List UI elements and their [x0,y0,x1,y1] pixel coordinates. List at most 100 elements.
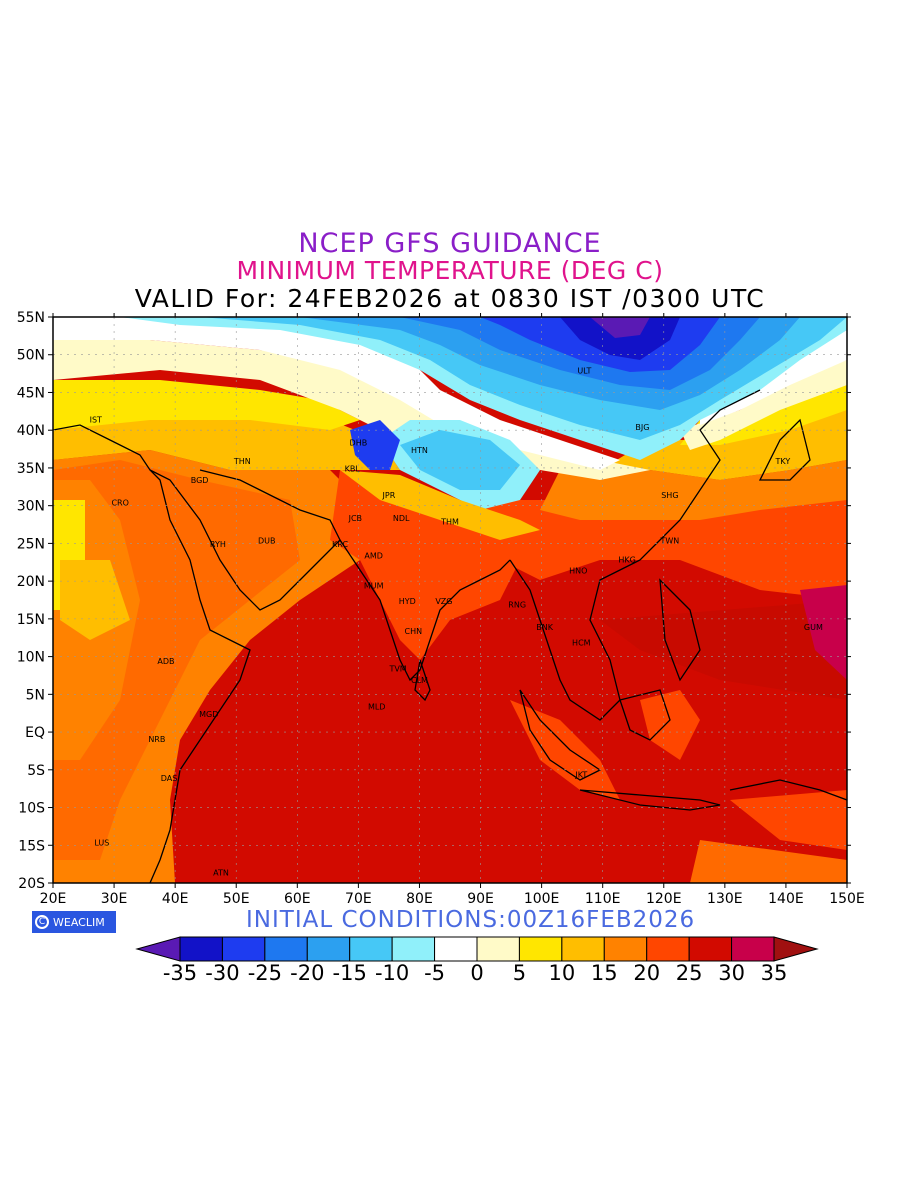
lat-label: 15N [17,612,45,628]
colorbar-box [434,936,478,962]
colorbar-label: 20 [633,961,660,985]
city-label: HNO [569,567,587,576]
city-label: TVM [388,665,406,674]
colorbar-label: -15 [333,961,367,985]
colorbar-label: -25 [248,961,282,985]
colorbar-label: 10 [548,961,575,985]
colorbar-box [688,936,733,962]
colorbar-high-arrow [773,936,819,962]
city-label: SHG [661,491,678,500]
axis-ticks [48,313,851,888]
lat-label: 50N [17,348,45,364]
valid-time: VALID For: 24FEB2026 at 0830 IST /0300 U… [134,284,766,313]
weaclim-logo: C WEACLIM [32,911,116,933]
city-label: CRO [111,499,128,508]
lat-label: 30N [17,499,45,515]
temperature-field [53,317,847,883]
lon-label: 70E [345,891,372,907]
city-label: MLD [368,702,386,711]
logo-symbol: C [35,915,49,929]
lat-label: 20N [17,574,45,590]
lat-label: 10N [17,650,45,666]
lon-label: 100E [524,891,560,907]
colorbar-label: 30 [718,961,745,985]
city-label: CLM [411,676,428,685]
city-label: ATN [213,868,229,877]
city-label: BNK [536,623,553,632]
lon-label: 150E [829,891,865,907]
city-label: DUB [258,536,276,545]
city-label: NDL [393,514,410,523]
colorbar-label: -30 [205,961,239,985]
colorbar-label: -20 [290,961,324,985]
city-label: TWN [659,536,679,545]
lat-label: 5S [27,763,45,779]
colorbar-box [391,936,436,962]
colorbar [135,936,819,962]
colorbar-label: 0 [470,961,483,985]
map-subtitle: MINIMUM TEMPERATURE (DEG C) [236,256,664,285]
colorbar-box [603,936,648,962]
lat-label: 35N [17,461,45,477]
lon-label: 20E [40,891,67,907]
lat-label: 10S [18,801,45,817]
colorbar-box [731,936,775,962]
colorbar-low-arrow [135,936,181,962]
lat-label: 45N [17,385,45,401]
city-label: KBL [345,465,361,474]
city-label: RYH [210,540,226,549]
city-label: HTN [411,446,428,455]
initial-conditions: INITIAL CONDITIONS:00Z16FEB2026 [246,907,696,933]
city-label: TKY [775,457,791,466]
city-label: MGD [199,710,218,719]
colorbar-box [646,936,690,962]
lat-label: 20S [18,876,45,892]
city-label: BGD [191,476,209,485]
colorbar-box [179,936,223,962]
city-label: ADB [157,657,174,666]
city-label: VZG [435,597,452,606]
city-label: LUS [94,838,109,847]
city-label: THN [233,457,251,466]
lon-label: 60E [284,891,311,907]
city-label: ULT [577,367,591,376]
lon-label: 50E [223,891,250,907]
lon-label: 140E [768,891,804,907]
city-label: HYD [399,597,416,606]
colorbar-box [306,936,351,962]
map-frame [52,316,848,884]
lon-label: 110E [585,891,621,907]
colorbar-box [221,936,266,962]
colorbar-box [518,936,563,962]
colorbar-label: -10 [375,961,409,985]
longitude-labels: 20E 30E 40E 50E 60E 70E 80E 90E 100E 110E 120E 130E… [40,891,865,907]
city-label: RNG [508,601,526,610]
city-label: AMD [364,551,383,560]
logo-text: WEACLIM [53,915,105,929]
city-label: NRB [148,735,165,744]
city-label: JKT [574,770,587,779]
city-label: HKG [618,555,635,564]
city-label: MUM [364,582,384,591]
lon-label: 130E [707,891,743,907]
lat-label: 5N [26,687,45,703]
city-label: GUM [804,623,823,632]
lon-label: 30E [101,891,128,907]
lat-label: 15S [18,838,45,854]
lat-label: 25N [17,536,45,552]
latitude-labels: 55N 50N 45N 40N 35N 30N 25N 20N 15N 10N 5N EQ 5S 10S 1… [17,310,45,892]
city-label: JCB [348,514,362,523]
colorbar-box [349,936,393,962]
city-label: JPR [382,491,396,500]
colorbar-label: 15 [591,961,618,985]
lat-label: 55N [17,310,45,326]
city-label: KRC [332,540,348,549]
city-labels: IST DHB HTN KBL THN BGD CRO RYH DUB JCB KRC AMD NDL J… [90,367,823,878]
colorbar-box [476,936,520,962]
lon-label: 80E [406,891,433,907]
city-label: BJG [635,423,649,432]
colorbar-box [264,936,308,962]
lat-label: EQ [25,725,45,741]
lon-label: 90E [467,891,494,907]
